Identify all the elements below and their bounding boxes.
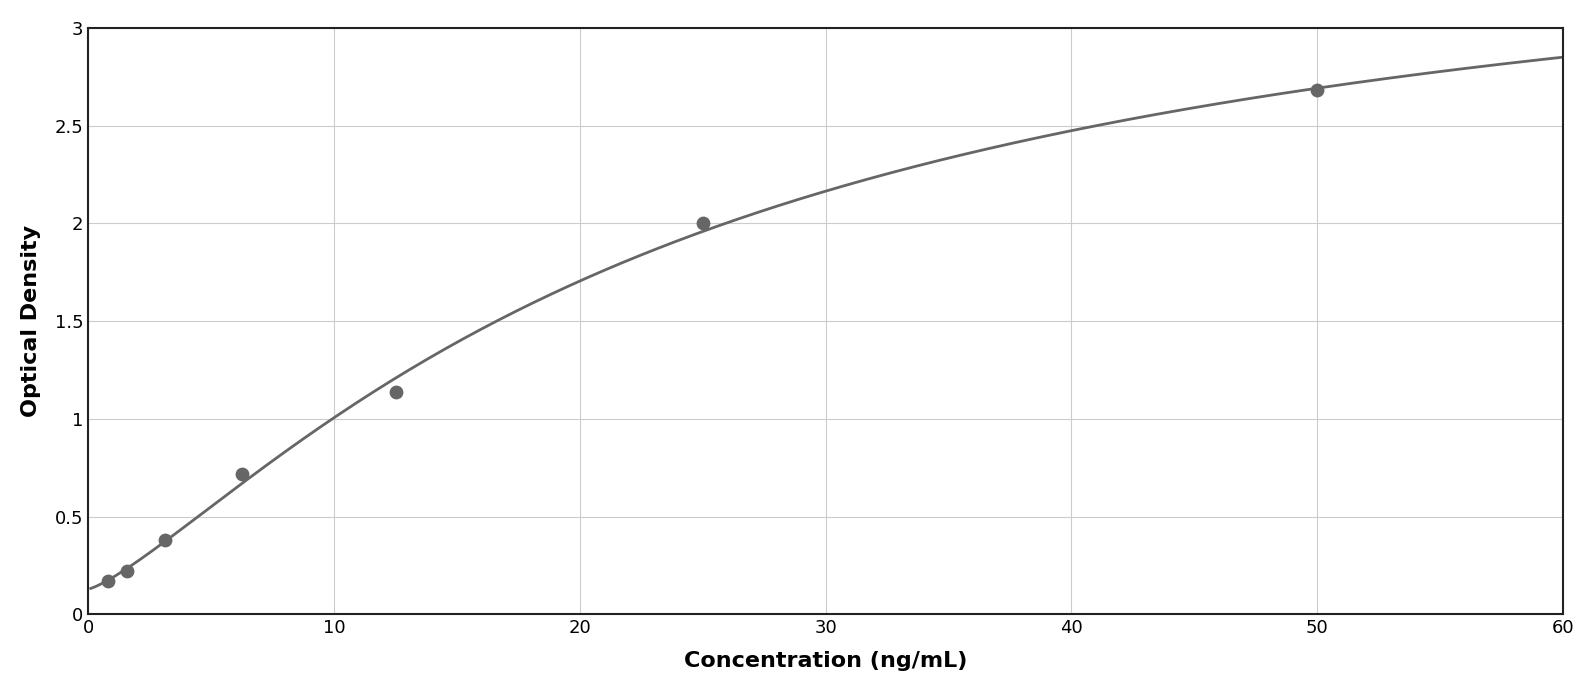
Point — [1305, 85, 1330, 96]
Point — [230, 468, 255, 479]
Point — [691, 218, 716, 229]
Point — [383, 386, 408, 397]
Point — [94, 576, 120, 587]
Point — [113, 566, 139, 577]
Y-axis label: Optical Density: Optical Density — [21, 225, 41, 417]
Point — [153, 535, 179, 546]
X-axis label: Concentration (ng/mL): Concentration (ng/mL) — [684, 651, 967, 671]
